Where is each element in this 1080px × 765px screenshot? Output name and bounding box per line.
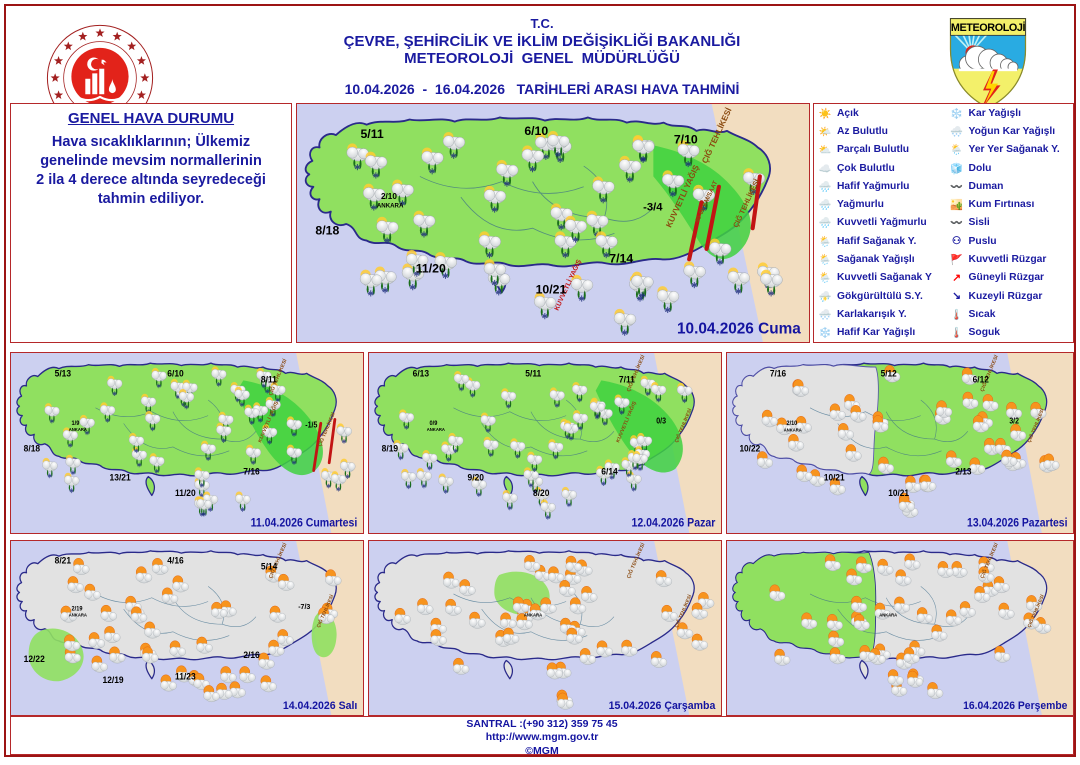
svg-text:7/16: 7/16: [243, 466, 259, 477]
svg-text:-1/5: -1/5: [305, 420, 317, 429]
svg-text:6/10: 6/10: [524, 124, 548, 138]
svg-text:5/12: 5/12: [881, 368, 897, 379]
svg-text:1/9: 1/9: [72, 421, 80, 427]
svg-text:16.04.2026 Perşembe: 16.04.2026 Perşembe: [963, 700, 1067, 713]
svg-text:7/14: 7/14: [609, 251, 633, 265]
svg-text:ANKARA: ANKARA: [69, 613, 88, 618]
svg-text:ANKARA: ANKARA: [879, 612, 898, 617]
svg-text:12/22: 12/22: [24, 654, 45, 664]
svg-text:7/16: 7/16: [770, 368, 786, 379]
svg-text:8/21: 8/21: [55, 555, 72, 565]
svg-text:6/12: 6/12: [973, 374, 989, 385]
svg-text:6/14: 6/14: [601, 466, 617, 477]
svg-text:7/11: 7/11: [619, 374, 635, 385]
svg-text:12.04.2026 Pazar: 12.04.2026 Pazar: [631, 517, 716, 530]
svg-text:5/11: 5/11: [525, 368, 541, 379]
svg-text:3/2: 3/2: [1009, 416, 1019, 426]
svg-text:7/10: 7/10: [674, 132, 698, 146]
svg-text:8/19: 8/19: [382, 443, 398, 454]
svg-text:11/20: 11/20: [416, 262, 446, 276]
svg-text:10/21: 10/21: [536, 282, 567, 296]
svg-text:6/10: 6/10: [167, 368, 183, 379]
svg-text:14.04.2026 Salı: 14.04.2026 Salı: [283, 700, 358, 712]
svg-text:5/13: 5/13: [55, 368, 71, 379]
svg-text:-3/4: -3/4: [643, 202, 663, 214]
svg-text:8/20: 8/20: [533, 488, 549, 499]
svg-text:ANKARA: ANKARA: [69, 427, 88, 432]
svg-text:11/23: 11/23: [175, 671, 196, 681]
svg-text:10/21: 10/21: [824, 472, 845, 483]
svg-text:-7/3: -7/3: [298, 602, 310, 611]
svg-text:ANKARA: ANKARA: [524, 613, 543, 618]
svg-text:13/21: 13/21: [110, 472, 131, 483]
svg-text:0/9: 0/9: [430, 421, 438, 427]
svg-text:2/16: 2/16: [243, 650, 260, 660]
svg-text:11/20: 11/20: [175, 488, 196, 499]
svg-text:2/13: 2/13: [955, 466, 971, 477]
svg-text:2/10: 2/10: [787, 421, 798, 427]
svg-text:4/16: 4/16: [167, 555, 184, 565]
svg-text:ANKARA: ANKARA: [377, 202, 404, 209]
svg-text:5/14: 5/14: [261, 561, 278, 571]
svg-text:8/18: 8/18: [24, 443, 40, 454]
svg-text:10/22: 10/22: [739, 443, 760, 454]
svg-text:ANKARA: ANKARA: [784, 427, 803, 432]
svg-text:10/21: 10/21: [888, 488, 909, 499]
svg-text:0/3: 0/3: [656, 416, 666, 425]
svg-text:2/19: 2/19: [72, 606, 84, 612]
svg-text:6/13: 6/13: [413, 368, 429, 379]
svg-text:ANKARA: ANKARA: [427, 427, 446, 432]
svg-text:10.04.2026 Cuma: 10.04.2026 Cuma: [677, 321, 801, 338]
svg-text:15.04.2026 Çarşamba: 15.04.2026 Çarşamba: [609, 700, 717, 712]
svg-text:2/10: 2/10: [381, 192, 397, 201]
svg-text:11.04.2026 Cumartesi: 11.04.2026 Cumartesi: [251, 517, 358, 530]
svg-text:8/18: 8/18: [315, 223, 339, 237]
svg-text:9/20: 9/20: [468, 472, 484, 483]
svg-text:13.04.2026 Pazartesi: 13.04.2026 Pazartesi: [967, 517, 1067, 530]
svg-text:8/11: 8/11: [261, 374, 277, 385]
svg-text:5/11: 5/11: [360, 127, 383, 141]
svg-text:12/19: 12/19: [103, 675, 124, 685]
